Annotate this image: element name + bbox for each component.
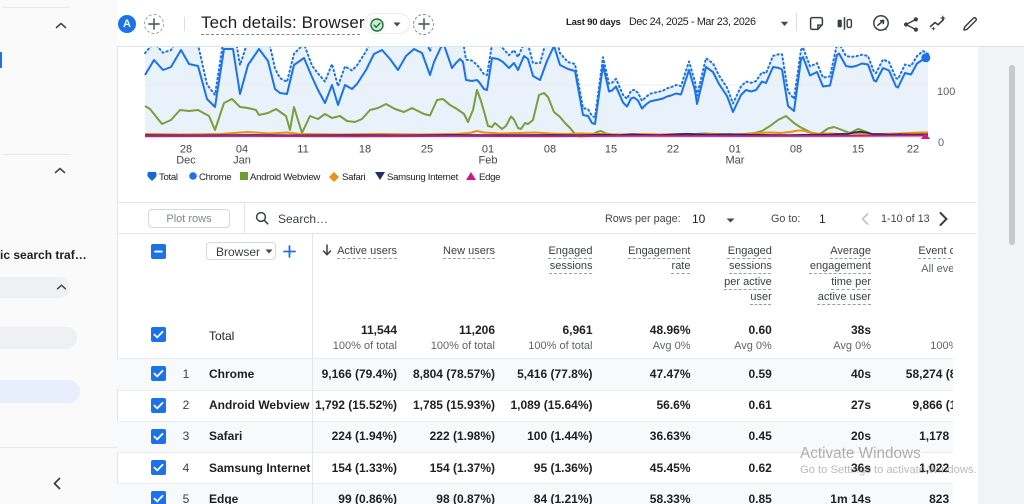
svg-text:100: 100 xyxy=(937,86,955,98)
svg-text:0: 0 xyxy=(938,137,944,149)
svg-text:01: 01 xyxy=(482,144,494,156)
svg-text:15: 15 xyxy=(605,144,617,156)
svg-text:28: 28 xyxy=(180,144,192,156)
svg-text:25: 25 xyxy=(421,144,433,156)
svg-text:04: 04 xyxy=(236,144,248,156)
svg-text:Mar: Mar xyxy=(726,155,745,167)
svg-text:11: 11 xyxy=(297,144,308,156)
svg-text:22: 22 xyxy=(667,144,679,156)
svg-text:08: 08 xyxy=(544,144,556,156)
svg-text:01: 01 xyxy=(729,144,741,156)
svg-text:22: 22 xyxy=(907,144,919,156)
svg-text:Jan: Jan xyxy=(233,155,251,167)
svg-text:Dec: Dec xyxy=(176,155,196,167)
svg-text:15: 15 xyxy=(852,144,864,156)
svg-text:18: 18 xyxy=(359,144,371,156)
svg-text:08: 08 xyxy=(790,144,802,156)
svg-text:Feb: Feb xyxy=(479,155,498,167)
